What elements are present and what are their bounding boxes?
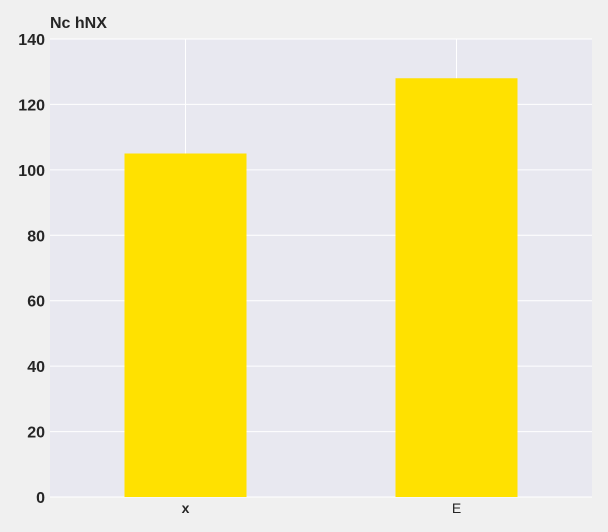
y-tick-label: 60 xyxy=(27,294,45,311)
x-tick-label: x xyxy=(182,500,190,516)
y-tick-label: 80 xyxy=(27,228,45,245)
y-tick-label: 20 xyxy=(27,425,45,442)
y-tick-label: 40 xyxy=(27,359,45,376)
y-axis-ticks: 0 20 40 60 80 100 120 140 xyxy=(18,32,45,507)
y-tick-label: 140 xyxy=(18,32,45,49)
y-tick-label: 100 xyxy=(18,163,45,180)
bar-E xyxy=(395,78,518,497)
bars xyxy=(124,78,518,497)
bar-x xyxy=(124,153,247,497)
x-tick-label: E xyxy=(452,500,461,516)
y-tick-label: 120 xyxy=(18,97,45,114)
y-tick-label: 0 xyxy=(36,490,45,507)
y-axis-label: Nc hNX xyxy=(50,15,107,32)
